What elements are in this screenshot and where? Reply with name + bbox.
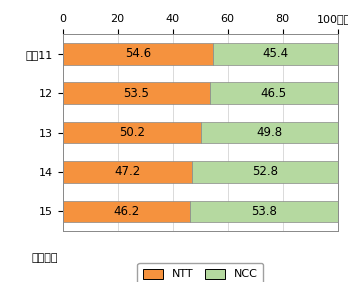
Bar <box>63 201 190 222</box>
Text: 46.2: 46.2 <box>113 205 139 218</box>
Bar <box>63 43 213 65</box>
Bar <box>63 82 210 104</box>
Text: 50.2: 50.2 <box>119 126 145 139</box>
Bar <box>192 161 338 183</box>
Text: 46.5: 46.5 <box>261 87 287 100</box>
Legend: NTT, NCC: NTT, NCC <box>137 263 263 282</box>
Text: 49.8: 49.8 <box>256 126 282 139</box>
Text: 54.6: 54.6 <box>125 47 151 60</box>
Bar <box>63 122 201 143</box>
Bar <box>201 122 338 143</box>
Text: 52.8: 52.8 <box>252 166 278 179</box>
Bar <box>190 201 338 222</box>
Bar <box>63 161 192 183</box>
Text: 53.8: 53.8 <box>251 205 277 218</box>
Bar <box>210 82 338 104</box>
Text: 53.5: 53.5 <box>123 87 149 100</box>
Text: 47.2: 47.2 <box>114 166 141 179</box>
Bar <box>213 43 338 65</box>
Text: 45.4: 45.4 <box>262 47 288 60</box>
Text: （年度）: （年度） <box>31 253 58 263</box>
